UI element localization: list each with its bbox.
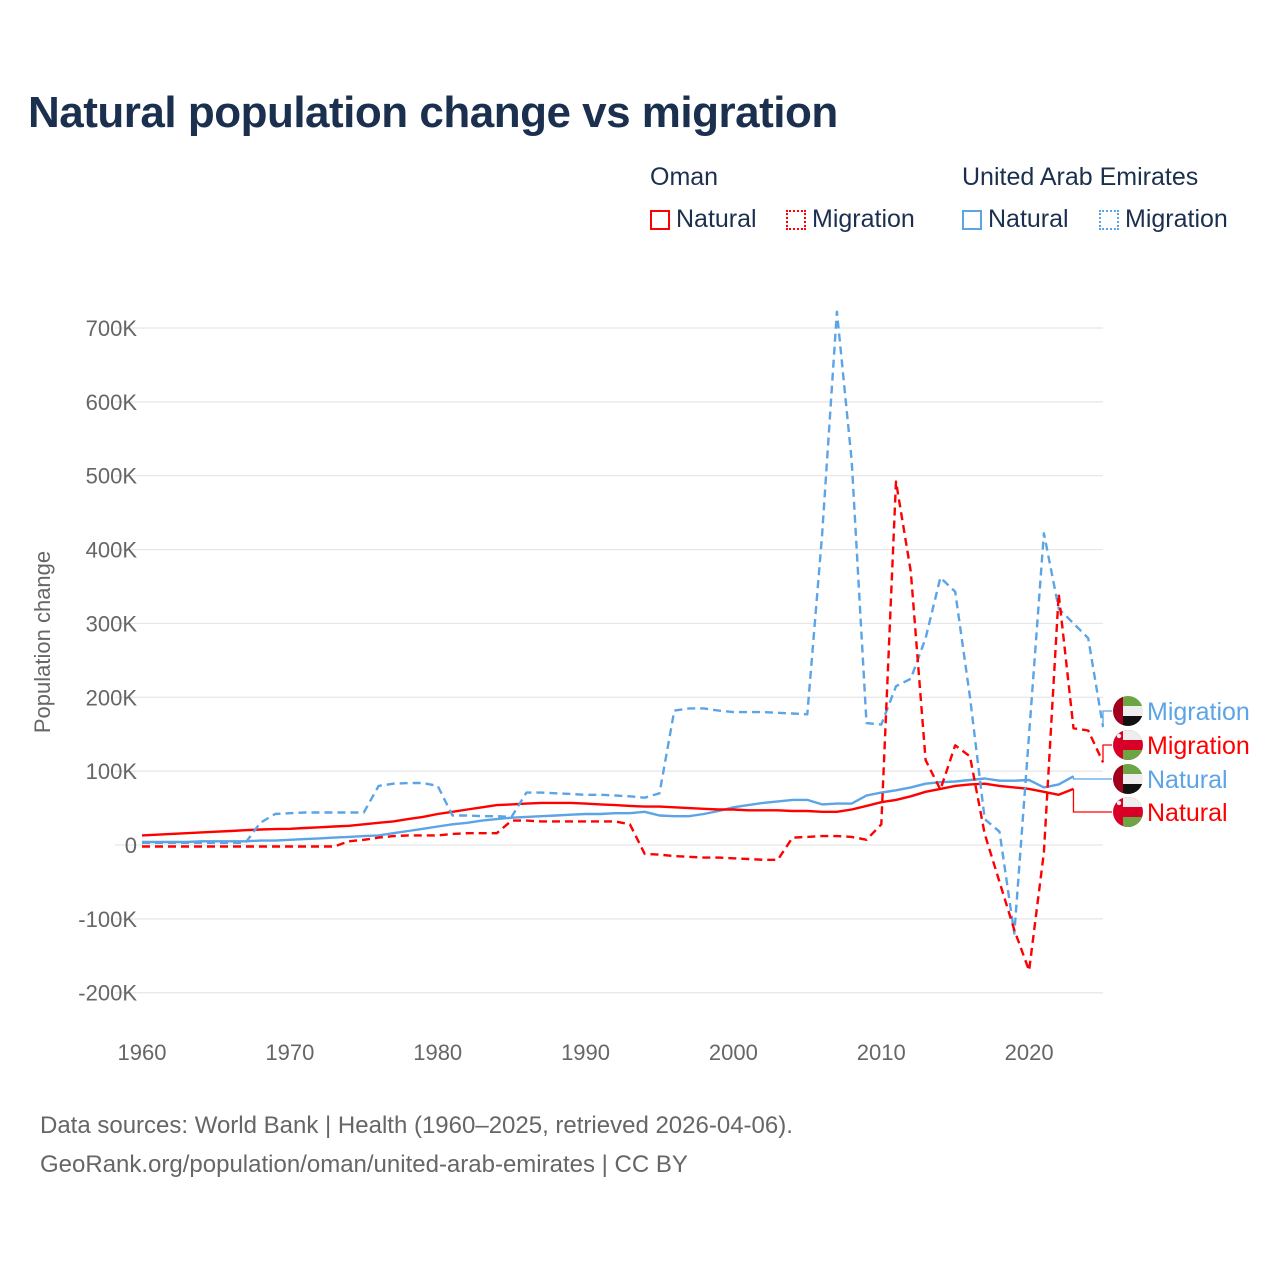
legend-label: Migration [1125, 205, 1228, 233]
x-tick-label: 2010 [857, 1040, 906, 1065]
oman-flag-icon [1113, 730, 1143, 760]
flag-emblem [1116, 800, 1122, 806]
series-line-united-arab-emirates-natural [142, 775, 1075, 844]
x-tick-label: 2000 [709, 1040, 758, 1065]
flag-stripe [1113, 784, 1143, 794]
y-axis-label: Population change [30, 551, 55, 733]
series-line-united-arab-emirates-migration [142, 310, 1105, 935]
x-tick-label: 2020 [1005, 1040, 1054, 1065]
flag-stripe [1123, 797, 1143, 807]
flag-body [1113, 730, 1143, 760]
uae-flag-icon [1113, 764, 1143, 794]
y-tick-label: 100K [86, 759, 138, 784]
flag-stripe [1113, 696, 1123, 726]
footer: Data sources: World Bank | Health (1960–… [40, 1106, 793, 1184]
x-tick-label: 1960 [118, 1040, 167, 1065]
y-tick-label: 0 [125, 833, 137, 858]
dotted-swatch-icon [786, 210, 806, 230]
end-label-connector [1072, 776, 1112, 780]
end-label-connector [1102, 744, 1112, 763]
legend-group-uae: United Arab Emirates [962, 163, 1199, 191]
y-tick-label: 200K [86, 685, 138, 710]
legend-label: Migration [812, 205, 915, 233]
dotted-swatch-icon [1099, 210, 1119, 230]
flag-stripe [1123, 750, 1143, 760]
x-tick-label: 1990 [561, 1040, 610, 1065]
legend-group-oman: Oman [650, 163, 719, 191]
solid-swatch-icon [650, 210, 670, 230]
flag-body [1113, 797, 1143, 827]
flag-stripe [1113, 716, 1143, 726]
flag-stripe [1123, 817, 1143, 827]
series-line-oman-natural [141, 782, 1074, 837]
flag-body [1113, 696, 1143, 726]
end-label-connector [1072, 788, 1112, 813]
series-line-oman-migration [142, 480, 1105, 972]
end-label: Migration [1147, 732, 1250, 760]
end-label: Migration [1147, 698, 1250, 726]
end-label: Natural [1147, 799, 1228, 827]
y-tick-label: 700K [86, 316, 138, 341]
x-tick-label: 1980 [413, 1040, 462, 1065]
legend-oman-natural[interactable]: Natural [650, 205, 757, 234]
chart-title: Natural population change vs migration [28, 88, 838, 137]
y-tick-label: -200K [78, 981, 137, 1006]
data-source-note: Data sources: World Bank | Health (1960–… [40, 1112, 793, 1139]
flag-emblem [1116, 733, 1122, 739]
legend-label: Natural [988, 205, 1069, 233]
y-tick-label: 400K [86, 538, 138, 563]
solid-swatch-icon [962, 210, 982, 230]
flag-stripe [1113, 764, 1123, 794]
uae-flag-icon [1113, 696, 1143, 726]
x-tick-label: 1970 [265, 1040, 314, 1065]
y-tick-label: 600K [86, 390, 138, 415]
legend-label: Natural [676, 205, 757, 233]
y-tick-label: 300K [86, 611, 138, 636]
flag-stripe [1113, 764, 1143, 774]
y-tick-label: 500K [86, 464, 138, 489]
end-label-connector [1102, 710, 1112, 728]
flag-stripe [1113, 706, 1143, 716]
flag-stripe [1113, 774, 1143, 784]
flag-stripe [1113, 696, 1143, 706]
legend-uae-natural[interactable]: Natural [962, 205, 1069, 234]
attribution-link[interactable]: GeoRank.org/population/oman/united-arab-… [40, 1151, 688, 1178]
flag-stripe [1123, 730, 1143, 740]
end-label: Natural [1147, 766, 1228, 794]
legend-oman-migration[interactable]: Migration [786, 205, 915, 234]
legend-uae-migration[interactable]: Migration [1099, 205, 1228, 234]
oman-flag-icon [1113, 797, 1143, 827]
y-tick-label: -100K [78, 907, 137, 932]
flag-body [1113, 764, 1143, 794]
